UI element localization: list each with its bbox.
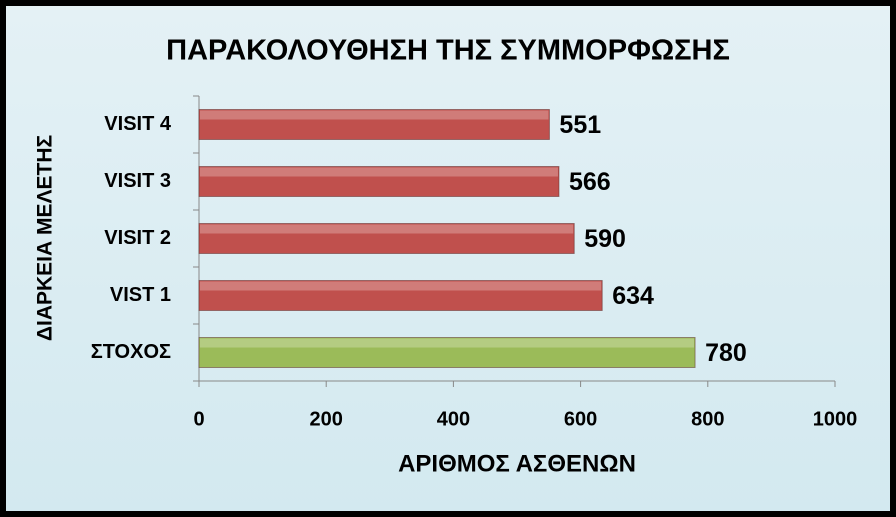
x-tick-label: 1000 (813, 408, 858, 430)
y-tick-label: VIST 1 (110, 284, 171, 306)
y-axis-title: ΔΙΑΡΚΕΙΑ ΜΕΛΕΤΗΣ (34, 135, 57, 341)
chart-title: ΠΑΡΑΚΟΛΟΥΘΗΣΗ ΤΗΣ ΣΥΜΜΟΡΦΩΣΗΣ (166, 35, 730, 67)
data-label: 590 (584, 225, 626, 253)
x-tick-label: 0 (193, 408, 204, 430)
y-tick-label: VISIT 3 (104, 170, 171, 192)
bar (198, 166, 560, 197)
y-tick-label: VISIT 4 (104, 113, 172, 135)
bar (198, 109, 550, 140)
bar-shine (200, 281, 602, 291)
bar-shine (200, 167, 558, 177)
bar-shine (200, 110, 549, 120)
chart-background (6, 6, 890, 511)
x-tick-label: 400 (437, 408, 470, 430)
y-tick-label: VISIT 2 (104, 227, 171, 249)
bar-shine (200, 338, 695, 348)
bar (198, 223, 575, 254)
x-tick-label: 800 (691, 408, 724, 430)
data-label: 634 (612, 282, 654, 310)
x-axis-title: ΑΡΙΘΜΟΣ ΑΣΘΕΝΩΝ (398, 450, 636, 477)
bar (198, 280, 603, 311)
x-tick-label: 600 (564, 408, 597, 430)
data-label: 566 (569, 168, 611, 196)
data-label: 780 (705, 339, 747, 367)
x-tick-label: 200 (310, 408, 343, 430)
bar (198, 337, 696, 368)
bar-shine (200, 224, 574, 234)
y-tick-label: ΣΤΟΧΟΣ (91, 341, 171, 363)
data-label: 551 (559, 111, 601, 139)
